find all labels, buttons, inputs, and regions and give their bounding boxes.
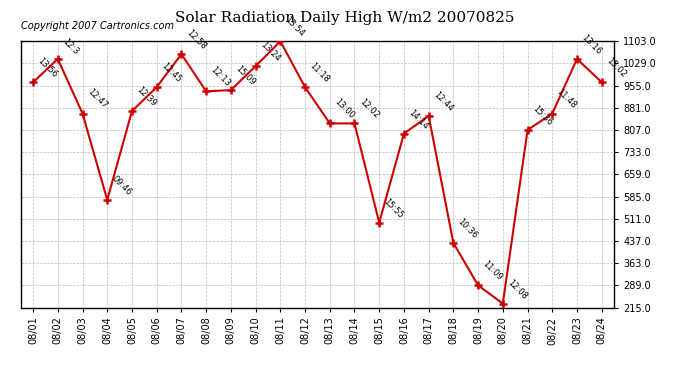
Text: 12:58: 12:58 [184, 28, 208, 51]
Text: 13:56: 13:56 [36, 56, 59, 80]
Text: 15:09: 15:09 [234, 64, 257, 87]
Text: 15:55: 15:55 [382, 197, 405, 220]
Text: 12:47: 12:47 [86, 87, 108, 111]
Text: 12:13: 12:13 [209, 65, 232, 88]
Text: 13:16: 13:16 [580, 33, 603, 56]
Text: 11:09: 11:09 [481, 260, 504, 282]
Text: 15:02: 15:02 [604, 56, 628, 80]
Text: 10:36: 10:36 [456, 217, 480, 240]
Text: Solar Radiation Daily High W/m2 20070825: Solar Radiation Daily High W/m2 20070825 [175, 11, 515, 25]
Text: 12:44: 12:44 [431, 90, 455, 113]
Text: 12:39: 12:39 [135, 85, 158, 108]
Text: 15:36: 15:36 [531, 104, 553, 127]
Text: 12:3: 12:3 [61, 37, 80, 56]
Text: 12:02: 12:02 [357, 98, 380, 121]
Text: 12:45: 12:45 [159, 61, 183, 84]
Text: 09:46: 09:46 [110, 174, 133, 197]
Text: 13:54: 13:54 [283, 15, 306, 39]
Text: 12:08: 12:08 [506, 278, 529, 301]
Text: 13:24: 13:24 [258, 40, 282, 63]
Text: 11:18: 11:18 [308, 61, 331, 84]
Text: 13:00: 13:00 [333, 98, 356, 121]
Text: 14:14: 14:14 [406, 108, 430, 131]
Text: 11:48: 11:48 [555, 87, 578, 111]
Text: Copyright 2007 Cartronics.com: Copyright 2007 Cartronics.com [21, 21, 174, 31]
